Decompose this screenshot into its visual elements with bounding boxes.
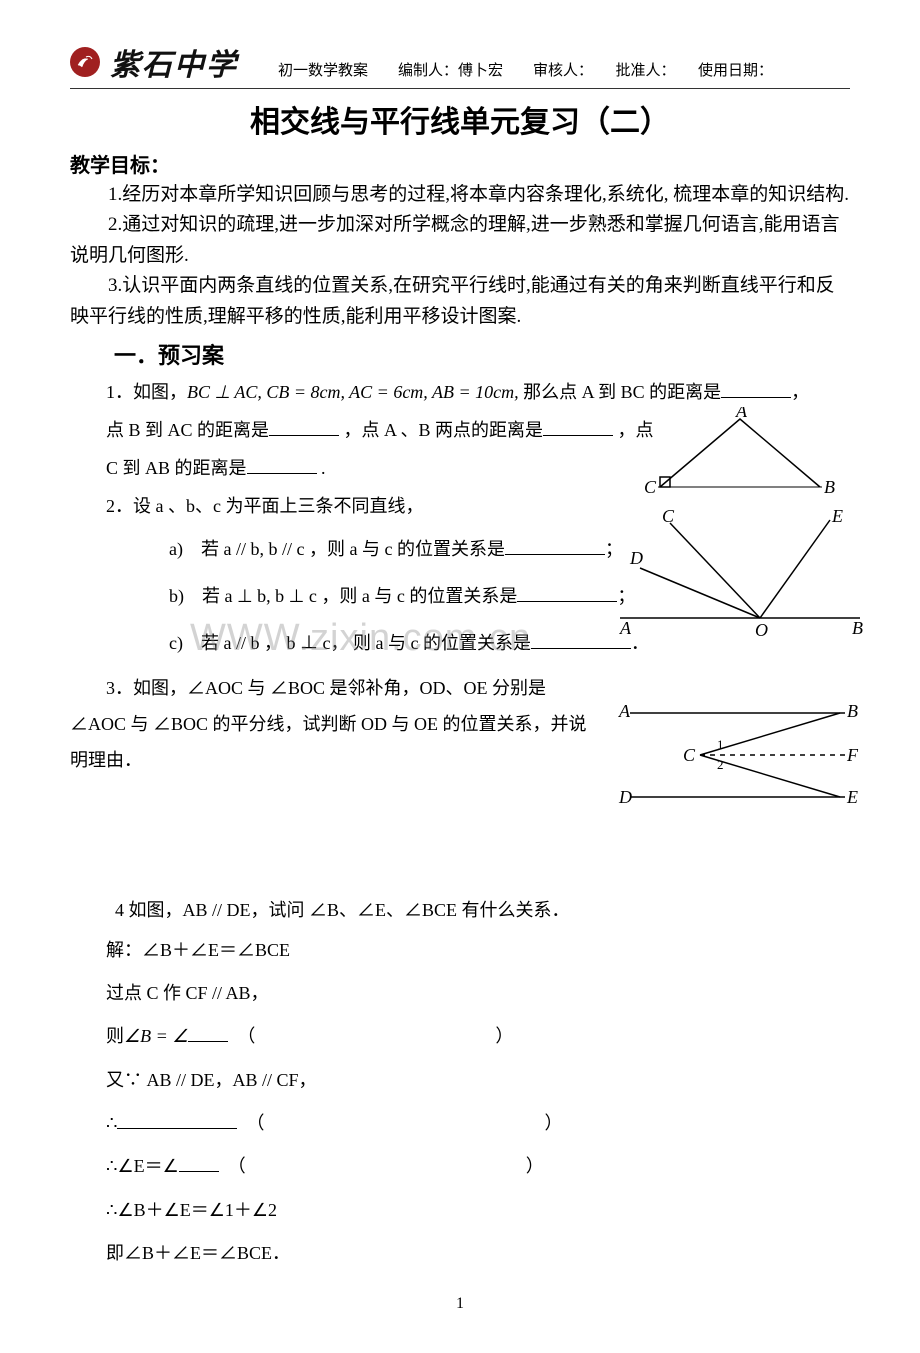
paren-open: （ [246, 1026, 255, 1046]
solution-line: ∴∠B＋∠E＝∠1＋∠2 [106, 1190, 850, 1231]
solution-line: ∴∠E＝∠ （ ） [106, 1146, 850, 1187]
parallel-lines-diagram: A B C D E F 1 2 [595, 695, 865, 815]
solution-line: 又∵ AB // DE，AB // CF， [106, 1060, 850, 1101]
question-1: 1．如图，BC ⊥ AC, CB = 8cm, AC = 6cm, AB = 1… [70, 374, 850, 410]
page-title: 相交线与平行线单元复习（二） [70, 97, 850, 141]
q1-text: 1．如图， [106, 382, 187, 402]
label-1: 1 [717, 737, 724, 752]
solution-text: 则 [106, 1026, 124, 1046]
blank [179, 1155, 219, 1172]
blank [188, 1025, 228, 1042]
solution-text: ∴ [106, 1113, 117, 1133]
q2-item-text: 若 a // b ， b ⊥ c， 则 a 与 c 的位置关系是 [201, 633, 531, 653]
q1-text: ，点 A 、B 两点的距离是 [339, 420, 543, 440]
label-E: E [846, 787, 858, 807]
solution-line: 即∠B＋∠E＝∠BCE． [106, 1233, 850, 1274]
q2-item-text: 若 a ⊥ b, b ⊥ c ，则 a 与 c 的位置关系是 [202, 586, 517, 606]
header-meta: 初一数学教案 编制人：傅卜宏 审核人： 批准人： 使用日期： [278, 59, 773, 84]
solution-block: 解：∠B＋∠E＝∠BCE 过点 C 作 CF // AB， 则∠B = ∠ （ ）… [70, 930, 850, 1275]
q1-text: C 到 AB 的距离是 [106, 458, 247, 478]
label-F: F [846, 745, 859, 765]
solution-text: ∴∠E＝∠ [106, 1156, 179, 1176]
blank [247, 457, 317, 474]
label-A: A [735, 407, 748, 421]
label-C: C [662, 508, 675, 526]
label-D: D [618, 787, 632, 807]
label-E: E [831, 508, 843, 526]
label-A: A [619, 618, 632, 638]
school-name: 紫石中学 [110, 40, 238, 84]
paren-open: （ [255, 1113, 264, 1133]
question-4: 4 如图，AB // DE，试问 ∠B、∠E、∠BCE 有什么关系． [70, 892, 850, 928]
solution-line: 则∠B = ∠ （ ） [106, 1016, 850, 1057]
blank [721, 381, 791, 398]
goal-item: 1.经历对本章所学知识回顾与思考的过程,将本章内容条理化,系统化, 梳理本章的知… [70, 180, 850, 210]
paren-close: ） [544, 1113, 562, 1133]
solution-line: 解：∠B＋∠E＝∠BCE [106, 930, 850, 971]
blank [117, 1112, 237, 1129]
blank [543, 419, 613, 436]
label-2: 2 [717, 757, 724, 772]
school-logo-icon [70, 47, 100, 77]
label-A: A [618, 701, 631, 721]
page-number: 1 [70, 1295, 850, 1313]
page: 紫石中学 初一数学教案 编制人：傅卜宏 审核人： 批准人： 使用日期： 相交线与… [0, 0, 920, 1353]
q1-text: . [317, 458, 326, 478]
angle-fan-diagram: A B C D E O [600, 508, 870, 638]
q1-text: 那么点 A 到 BC 的距离是 [519, 382, 722, 402]
q1-text: 点 B 到 AC 的距离是 [106, 420, 269, 440]
paren-close: ） [526, 1156, 544, 1176]
blank [269, 419, 339, 436]
solution-line: 过点 C 作 CF // AB， [106, 973, 850, 1014]
header: 紫石中学 初一数学教案 编制人：傅卜宏 审核人： 批准人： 使用日期： [70, 40, 850, 89]
label-B: B [847, 701, 858, 721]
preview-heading: 一．预习案 [70, 338, 850, 370]
q2-item-label: c) [169, 633, 183, 653]
label-C: C [644, 477, 657, 497]
goal-item: 3.认识平面内两条直线的位置关系,在研究平行线时,能通过有关的角来判断直线平行和… [70, 271, 850, 332]
solution-line: ∴ （ ） [106, 1103, 850, 1144]
label-B: B [824, 477, 835, 497]
paren-close: ） [495, 1026, 513, 1046]
blank [505, 538, 605, 555]
label-B: B [852, 618, 863, 638]
logo-block: 紫石中学 [70, 40, 238, 84]
triangle-diagram: A B C [640, 407, 840, 507]
q2-item-text: 若 a // b, b // c ，则 a 与 c 的位置关系是 [201, 539, 505, 559]
label-D: D [629, 548, 643, 568]
label-O: O [755, 620, 768, 638]
q1-text: ， [791, 382, 809, 402]
q2-item-label: a) [169, 539, 183, 559]
solution-text: ∠B = ∠ [124, 1026, 188, 1046]
paren-open: （ [237, 1156, 246, 1176]
goals-heading: 教学目标： [70, 149, 850, 178]
goal-item: 2.通过对知识的疏理,进一步加深对所学概念的理解,进一步熟悉和掌握几何语言,能用… [70, 210, 850, 271]
q1-formula: BC ⊥ AC, CB = 8cm, AC = 6cm, AB = 10cm, [187, 382, 519, 402]
q2-item-label: b) [169, 586, 184, 606]
label-C: C [683, 745, 696, 765]
